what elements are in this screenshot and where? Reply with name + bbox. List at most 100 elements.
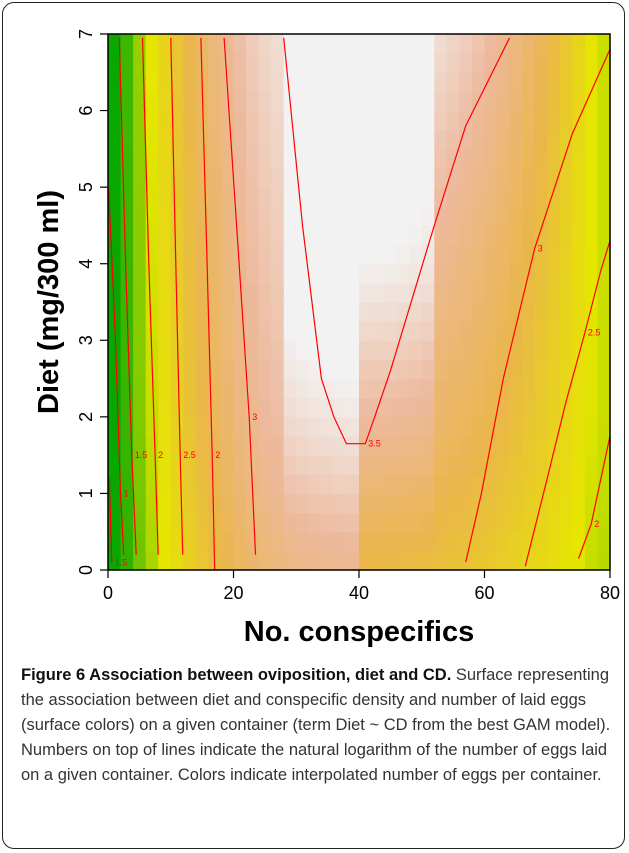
heatmap-cell [195,531,209,552]
heatmap-cell [108,436,122,456]
heatmap-cell [359,340,373,361]
heatmap-cell [283,531,297,552]
heatmap-cell [559,34,573,54]
heatmap-cell [183,397,197,418]
heatmap-cell [321,455,335,475]
heatmap-cell [333,282,348,303]
heatmap-cell [283,187,297,207]
heatmap-cell [258,493,272,514]
heatmap-cell [158,282,172,303]
heatmap-cell [321,416,335,437]
heatmap-cell [559,91,573,112]
heatmap-cell [170,53,184,73]
heatmap-cell [195,550,209,571]
heatmap-cell [346,455,360,475]
heatmap-cell [434,436,448,456]
heatmap-cell [133,34,147,54]
heatmap-cell [283,512,297,533]
heatmap-cell [321,302,335,322]
heatmap-cell [459,359,473,380]
heatmap-cell [258,148,272,169]
heatmap-cell [145,34,159,54]
heatmap-cell [346,72,360,93]
heatmap-cell [547,321,561,341]
heatmap-cell [597,436,611,456]
heatmap-cell [459,225,473,246]
heatmap-cell [547,129,561,150]
heatmap-cell [409,397,423,418]
heatmap-cell [333,512,348,533]
heatmap-cell [384,263,398,284]
heatmap-cell [597,531,611,552]
heatmap-cell [396,148,410,169]
heatmap-cell [170,187,184,207]
heatmap-cell [120,550,134,571]
heatmap-cell [584,416,599,437]
heatmap-cell [271,129,285,150]
heatmap-cell [133,110,147,131]
heatmap-cell [308,53,322,73]
heatmap-cell [584,91,599,112]
heatmap-cell [233,225,247,246]
heatmap-cell [195,263,209,284]
heatmap-cell [296,416,310,437]
heatmap-cell [359,263,373,284]
heatmap-cell [484,72,498,93]
heatmap-cell [572,72,586,93]
heatmap-cell [371,531,385,552]
contour-label: 1.5 [115,557,128,567]
heatmap-cell [384,340,398,361]
heatmap-cell [534,53,548,73]
heatmap-cell [208,129,222,150]
heatmap-cell [158,187,172,207]
heatmap-cell [421,34,435,54]
heatmap-cell [421,148,435,169]
heatmap-cell [308,359,322,380]
heatmap-cell [572,416,586,437]
heatmap-cell [597,34,611,54]
heatmap-cell [233,531,247,552]
heatmap-cell [346,148,360,169]
heatmap-cell [308,378,322,399]
heatmap-cell [145,91,159,112]
heatmap-cell [183,455,197,475]
y-tick-label: 3 [76,335,96,345]
heatmap-cell [108,91,122,112]
heatmap-cell [359,72,373,93]
heatmap-cell [434,129,448,150]
heatmap-cell [208,225,222,246]
heatmap-cell [296,321,310,341]
heatmap-cell [572,91,586,112]
heatmap-cell [434,187,448,207]
heatmap-cell [333,550,348,571]
heatmap-cell [584,436,599,456]
heatmap-cell [208,244,222,265]
heatmap-cell [484,91,498,112]
heatmap-cell [434,244,448,265]
heatmap-cell [359,225,373,246]
heatmap-cell [547,244,561,265]
heatmap-cell [296,34,310,54]
heatmap-cell [421,187,435,207]
heatmap-cell [409,129,423,150]
heatmap-cell [371,34,385,54]
heatmap-cell [133,244,147,265]
heatmap-cell [409,187,423,207]
heatmap-cell [584,72,599,93]
heatmap-cell [547,206,561,227]
heatmap-cell [597,225,611,246]
heatmap-cell [484,282,498,303]
heatmap-cell [321,263,335,284]
heatmap-cell [133,321,147,341]
heatmap-cell [145,282,159,303]
y-tick-label: 6 [76,106,96,116]
heatmap-cell [371,72,385,93]
heatmap-cell [584,550,599,571]
heatmap-cell [108,263,122,284]
heatmap-cell [509,512,523,533]
heatmap-cell [220,340,235,361]
heatmap-cell [384,206,398,227]
heatmap-cell [384,378,398,399]
contour-label: 3 [252,412,257,422]
heatmap-cell [183,550,197,571]
